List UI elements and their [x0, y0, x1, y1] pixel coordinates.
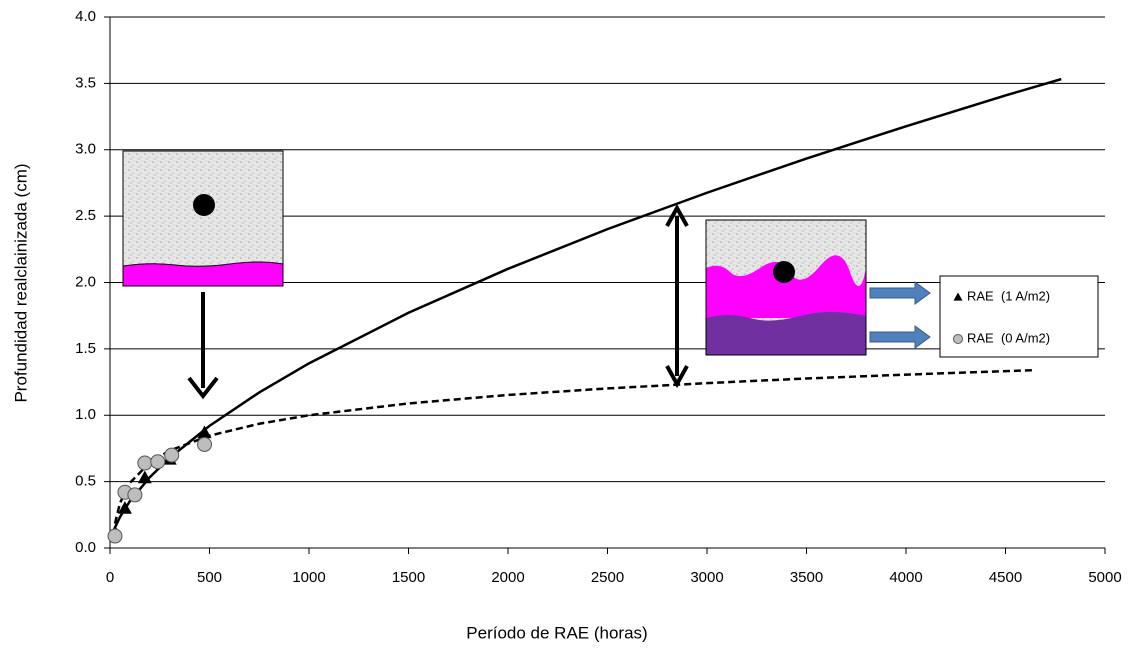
y-tick-label: 2.5	[75, 207, 96, 224]
marker-circle	[107, 528, 123, 544]
marker-triangle	[953, 292, 963, 301]
trendline	[113, 77, 1062, 529]
marker-circle	[150, 454, 166, 470]
y-tick-label: 3.5	[75, 74, 96, 91]
y-tick-label: 1.0	[75, 406, 96, 423]
y-tick-label: 4.0	[75, 8, 96, 25]
x-tick-label: 1000	[292, 569, 325, 586]
y-axis-title: Profundidad realclainizada (cm)	[11, 163, 30, 402]
x-tick-label: 3500	[790, 569, 823, 586]
marker-circle	[953, 334, 963, 344]
marker-circle	[197, 436, 213, 452]
y-tick-label: 0.5	[75, 473, 96, 490]
x-tick-label: 500	[197, 569, 222, 586]
x-tick-label: 5000	[1088, 569, 1121, 586]
marker-circle	[137, 455, 153, 471]
y-tick-label: 1.5	[75, 340, 96, 357]
legend-label: RAE (0 A/m2)	[967, 330, 1050, 345]
x-tick-label: 1500	[392, 569, 425, 586]
y-tick-label: 3.0	[75, 141, 96, 158]
x-tick-label: 3000	[690, 569, 723, 586]
x-tick-label: 0	[106, 569, 114, 586]
x-tick-label: 4000	[889, 569, 922, 586]
x-tick-label: 2500	[591, 569, 624, 586]
marker-circle	[164, 447, 180, 463]
x-tick-label: 2000	[491, 569, 524, 586]
trendline	[113, 368, 1036, 524]
diagram-left	[122, 150, 284, 400]
legend-label: RAE (1 A/m2)	[967, 288, 1050, 303]
y-tick-label: 0.0	[75, 539, 96, 556]
marker-circle	[127, 487, 143, 503]
x-tick-label: 4500	[989, 569, 1022, 586]
legend-box	[939, 275, 1099, 358]
marker-triangle	[137, 470, 152, 484]
x-axis-title: Período de RAE (horas)	[466, 623, 647, 642]
marker-triangle	[117, 501, 132, 514]
y-tick-label: 2.0	[75, 273, 96, 290]
diagram-right	[665, 203, 931, 389]
marker-triangle	[197, 425, 212, 439]
